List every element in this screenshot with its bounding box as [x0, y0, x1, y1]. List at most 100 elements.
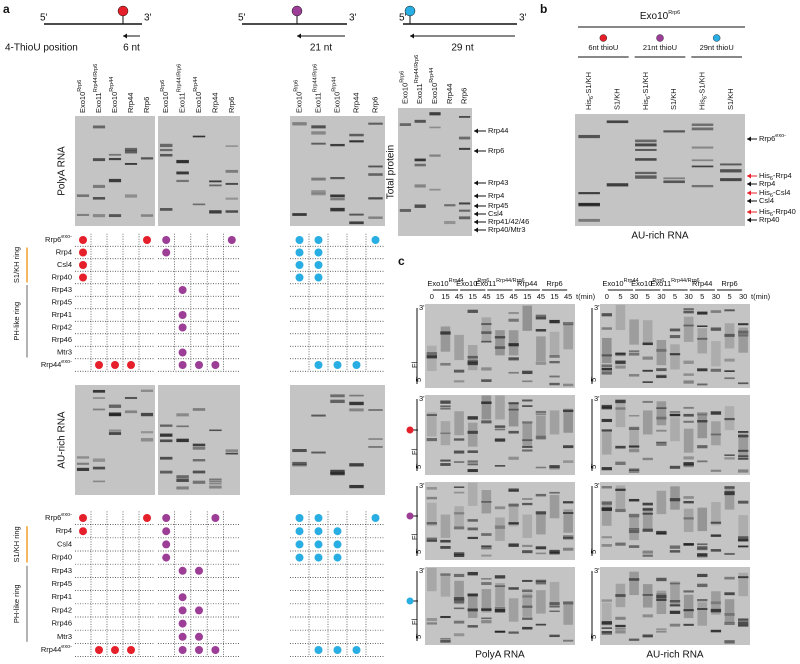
gel-band — [522, 595, 533, 598]
row-label: Csl4 — [57, 260, 72, 269]
gel-band — [535, 466, 547, 469]
gel-band — [606, 120, 629, 124]
time-label: 45 — [509, 292, 517, 301]
gel-band — [656, 443, 667, 446]
gel-band — [535, 546, 547, 550]
gel-band — [535, 413, 547, 416]
gel-band — [724, 454, 735, 457]
lane-label-part: Rrp6 — [227, 97, 236, 113]
gel-band — [453, 438, 465, 441]
gel-smear — [615, 583, 626, 608]
ring-label: S1/KH ring — [12, 247, 21, 283]
gel-band — [311, 414, 326, 417]
gel-band — [108, 157, 122, 161]
crosslink-dot — [195, 646, 203, 654]
ring-label: PH-like ring — [12, 584, 21, 623]
arrow-head — [474, 193, 478, 199]
row-label-part: Rrp46 — [52, 619, 72, 628]
gel-band — [330, 207, 345, 212]
lane-label: Exo10Rrp6 — [294, 80, 304, 113]
gel-band — [508, 543, 519, 547]
gel-band — [669, 545, 681, 549]
gel-band — [225, 449, 239, 453]
lane-label-part: Exo10 — [332, 92, 341, 113]
gel-band — [349, 213, 364, 216]
row-label: Mtr3 — [57, 632, 72, 641]
gel-band — [368, 197, 383, 200]
gel-band — [508, 489, 519, 492]
gel-band — [563, 501, 574, 504]
time-unit: t(min) — [751, 292, 771, 301]
row-label: Csl4 — [57, 539, 72, 548]
five-prime: 5' — [414, 548, 423, 554]
gel-band — [738, 323, 749, 326]
lane-label: Exo10Rrp44 — [109, 77, 119, 113]
construct-label: Exo10Rrp6 — [456, 278, 489, 288]
band-label: Rrp40/Mtr3 — [488, 225, 526, 234]
gel-band — [481, 545, 492, 547]
gel-band — [635, 171, 657, 175]
gel-band — [426, 622, 437, 625]
time-label: 45 — [537, 292, 545, 301]
gel-band — [176, 438, 189, 443]
lane-label: Rrp6 — [227, 97, 236, 113]
gel-band — [738, 618, 749, 621]
lane-label-sup: Rrp44 — [193, 77, 199, 92]
lane-label-sup: Rrp44 — [109, 77, 115, 92]
gel-smear — [738, 433, 748, 458]
gel-smear — [738, 572, 748, 597]
crosslink-dot — [127, 646, 135, 654]
band-label-sup: exo- — [775, 133, 786, 139]
gel-smear — [629, 426, 639, 451]
gel-band — [669, 603, 681, 607]
time-label: 45 — [455, 292, 463, 301]
gel-band — [349, 133, 364, 137]
gel-band — [92, 214, 106, 218]
lane-label-sup: Rrp6 — [294, 80, 300, 92]
gel-band — [494, 585, 506, 588]
gel-band — [467, 430, 478, 434]
gel-band — [494, 506, 506, 510]
gel-band — [330, 399, 345, 404]
gel-band — [549, 602, 560, 606]
band-label: Rrp44 — [488, 126, 508, 135]
gel-band — [635, 139, 657, 143]
row-label-sup: exo- — [61, 234, 72, 240]
lane-label-part: Rrp44 — [126, 93, 135, 113]
gel-band — [563, 322, 574, 326]
gel-band — [535, 623, 547, 626]
crosslink-dot — [79, 514, 87, 522]
time-label: 45 — [482, 292, 490, 301]
gel-band — [615, 594, 626, 597]
three-prime: 3' — [519, 13, 527, 24]
gel-band — [535, 329, 547, 332]
gel — [600, 304, 750, 388]
gel-band — [429, 126, 441, 129]
gel-band — [349, 484, 364, 489]
five-prime: 5' — [589, 463, 598, 469]
gel-smear — [656, 401, 667, 426]
gel-band — [508, 343, 519, 347]
gel-band — [414, 119, 426, 123]
gel-band — [481, 617, 492, 620]
gel-band — [522, 380, 533, 383]
three-prime: 3' — [144, 13, 152, 24]
five-prime: 5' — [414, 376, 423, 382]
lane-label-part: Exo10 — [294, 92, 303, 113]
crosslink-dot — [352, 646, 361, 654]
gel-band — [481, 501, 492, 503]
gel-band — [76, 213, 90, 216]
thiou-marker — [404, 5, 416, 17]
gel-smear — [670, 344, 680, 370]
five-prime: 5' — [399, 13, 407, 24]
gel-band — [601, 627, 612, 629]
gel-band — [697, 460, 708, 463]
gel-band — [642, 594, 653, 596]
gel-band — [691, 184, 714, 188]
lane-label-part: Rrp44 — [351, 93, 360, 113]
gel-band — [738, 545, 749, 548]
lane-label: Rrp6 — [142, 97, 151, 113]
gel-band — [192, 443, 206, 447]
gel-band — [601, 599, 612, 602]
gel-band — [481, 620, 492, 624]
